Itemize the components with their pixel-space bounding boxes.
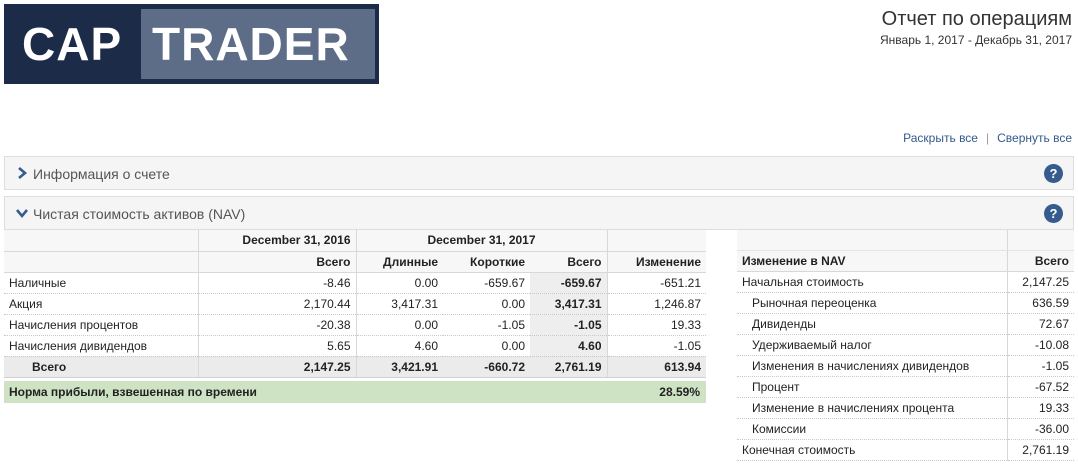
change-in-nav-table: Изменение в NAV Всего Начальная стоимост…	[737, 230, 1074, 461]
table-row: Удерживаемый налог -10.08	[737, 334, 1074, 356]
table-row: Комиссии -36.00	[737, 418, 1074, 440]
table-row: Начальная стоимость 2,147.25	[737, 271, 1074, 293]
nav-row-change: 19.33	[606, 314, 706, 336]
twr-value: 28.59%	[659, 385, 700, 399]
nav-row-total: 4.60	[530, 335, 607, 357]
nav-row-prev-total: -8.46	[197, 272, 356, 294]
logo-trader-box	[141, 9, 375, 79]
table-row: Изменение в начислениях процента 19.33	[737, 397, 1074, 419]
chg-col-label: Изменение в NAV	[737, 250, 1007, 272]
nav-row-long: 0.00	[355, 272, 443, 294]
nav-row-short: 0.00	[443, 335, 530, 357]
nav-col-long: Длинные	[355, 251, 443, 273]
nav-row-label: Наличные	[4, 272, 198, 294]
nav-total-label: Всего	[4, 356, 198, 378]
section-nav-title: Чистая стоимость активов (NAV)	[33, 206, 246, 222]
help-icon[interactable]: ?	[1044, 204, 1063, 223]
section-account-info-title: Информация о счете	[33, 166, 170, 182]
nav-total-long: 3,421.91	[355, 356, 443, 378]
nav-total-prev: 2,147.25	[197, 356, 356, 378]
table-row: Дивиденды 72.67	[737, 313, 1074, 335]
chg-col-total: Всего	[1006, 250, 1074, 272]
nav-col-total: Всего	[530, 251, 607, 273]
nav-row-total: -1.05	[530, 314, 607, 336]
expand-all-link[interactable]: Раскрыть все	[903, 131, 978, 145]
table-row: Рыночная переоценка 636.59	[737, 292, 1074, 314]
chg-row-label: Дивиденды	[737, 313, 1007, 335]
table-row: Начисления дивидендов 5.65 4.60 0.00 4.6…	[4, 335, 706, 357]
chg-row-value: 19.33	[1006, 397, 1074, 419]
chg-row-label: Конечная стоимость	[737, 439, 1007, 461]
chg-header-blank	[737, 230, 1007, 251]
chg-row-value: -36.00	[1006, 418, 1074, 440]
nav-row-label: Акция	[4, 293, 198, 315]
table-row: Изменения в начислениях дивидендов -1.05	[737, 355, 1074, 377]
nav-col-prev-total: Всего	[197, 251, 356, 273]
table-row: Начисления процентов -20.38 0.00 -1.05 -…	[4, 314, 706, 336]
chg-row-label: Начальная стоимость	[737, 271, 1007, 293]
chg-row-value: 636.59	[1006, 292, 1074, 314]
twr-label: Норма прибыли, взвешенная по времени	[9, 385, 257, 399]
nav-row-long: 4.60	[355, 335, 443, 357]
nav-table: December 31, 2016 December 31, 2017 Всег…	[4, 230, 706, 378]
nav-col-change: Изменение	[606, 251, 706, 273]
links-separator: |	[985, 131, 990, 145]
nav-row-prev-total: 5.65	[197, 335, 356, 357]
time-weighted-return-row: Норма прибыли, взвешенная по времени 28.…	[4, 381, 706, 403]
expand-collapse-links: Раскрыть все | Свернуть все	[903, 131, 1072, 145]
nav-row-change: -1.05	[606, 335, 706, 357]
nav-row-total: 3,417.31	[530, 293, 607, 315]
nav-row-short: 0.00	[443, 293, 530, 315]
nav-header-empty	[4, 230, 198, 252]
table-row: Наличные -8.46 0.00 -659.67 -659.67 -651…	[4, 272, 706, 294]
nav-header-prev-date: December 31, 2016	[197, 230, 356, 252]
chg-row-label: Рыночная переоценка	[737, 292, 1007, 314]
chg-row-label: Комиссии	[737, 418, 1007, 440]
report-title: Отчет по операциям	[881, 8, 1072, 30]
logo-text-trader: TRADER	[152, 18, 350, 70]
nav-row-short: -1.05	[443, 314, 530, 336]
table-row: Акция 2,170.44 3,417.31 0.00 3,417.31 1,…	[4, 293, 706, 315]
chg-row-value: 2,147.25	[1006, 271, 1074, 293]
nav-row-short: -659.67	[443, 272, 530, 294]
nav-row-label: Начисления процентов	[4, 314, 198, 336]
section-account-info[interactable]: Информация о счете ?	[4, 156, 1074, 190]
nav-total-total: 2,761.19	[530, 356, 607, 378]
help-icon[interactable]: ?	[1044, 164, 1063, 183]
chg-row-value: -10.08	[1006, 334, 1074, 356]
nav-row-long: 0.00	[355, 314, 443, 336]
table-row: Процент -67.52	[737, 376, 1074, 398]
nav-row-change: -651.21	[606, 272, 706, 294]
report-period: Январь 1, 2017 - Декабрь 31, 2017	[880, 33, 1072, 47]
nav-total-row: Всего 2,147.25 3,421.91 -660.72 2,761.19…	[4, 356, 706, 378]
nav-row-prev-total: -20.38	[197, 314, 356, 336]
chg-row-value: 2,761.19	[1006, 439, 1074, 461]
nav-row-prev-total: 2,170.44	[197, 293, 356, 315]
chg-row-label: Удерживаемый налог	[737, 334, 1007, 356]
nav-total-short: -660.72	[443, 356, 530, 378]
nav-row-total: -659.67	[530, 272, 607, 294]
chg-row-label: Изменение в начислениях процента	[737, 397, 1007, 419]
chg-row-value: -67.52	[1006, 376, 1074, 398]
chevron-right-icon	[18, 167, 28, 179]
section-nav[interactable]: Чистая стоимость активов (NAV) ?	[4, 196, 1074, 230]
nav-header-curr-date: December 31, 2017	[355, 230, 607, 252]
chg-row-value: 72.67	[1006, 313, 1074, 335]
chg-row-label: Процент	[737, 376, 1007, 398]
nav-row-long: 3,417.31	[355, 293, 443, 315]
collapse-all-link[interactable]: Свернуть все	[997, 131, 1072, 145]
nav-header-empty-change	[606, 230, 706, 252]
captrader-logo: CAP TRADER	[4, 4, 379, 84]
chg-row-value: -1.05	[1006, 355, 1074, 377]
nav-row-change: 1,246.87	[606, 293, 706, 315]
chg-header-blank-total	[1006, 230, 1074, 251]
table-row: Конечная стоимость 2,761.19	[737, 439, 1074, 461]
nav-col-label	[4, 251, 198, 273]
nav-total-change: 613.94	[606, 356, 706, 378]
chevron-down-icon	[16, 209, 28, 219]
logo-text-cap: CAP	[22, 18, 123, 70]
nav-col-short: Короткие	[443, 251, 530, 273]
chg-row-label: Изменения в начислениях дивидендов	[737, 355, 1007, 377]
nav-row-label: Начисления дивидендов	[4, 335, 198, 357]
